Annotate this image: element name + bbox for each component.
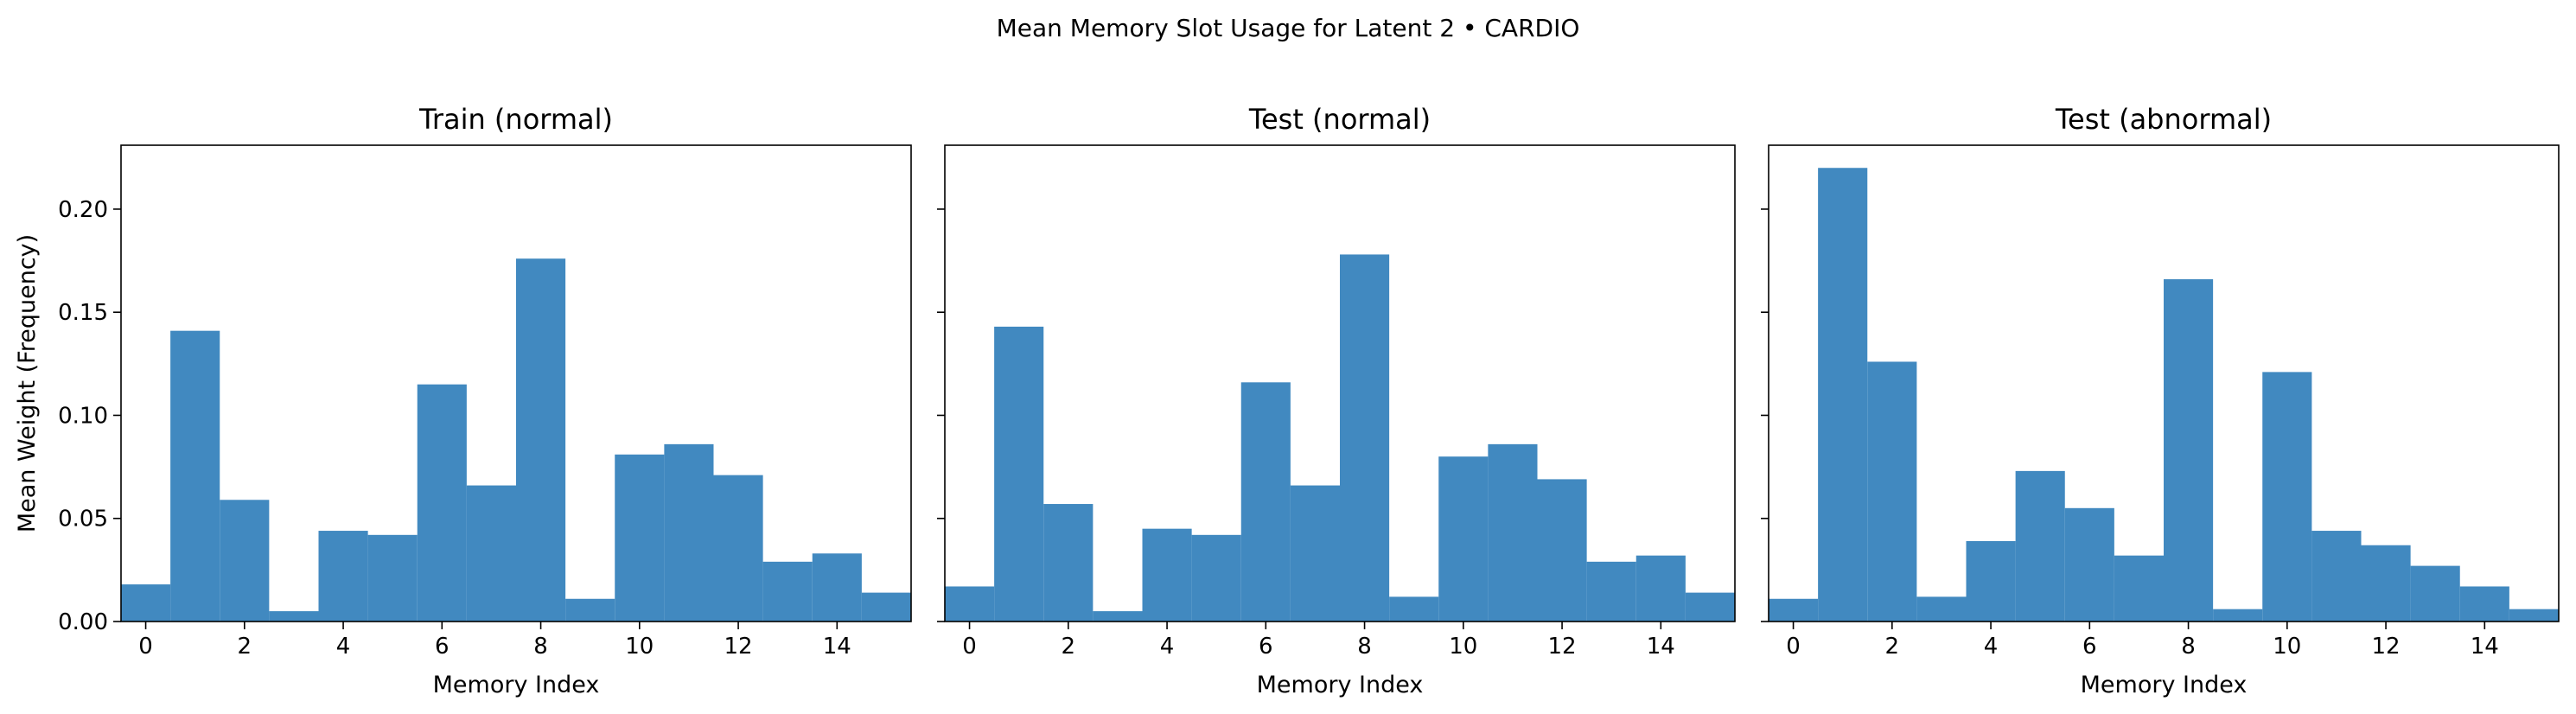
bar-1-15 (1685, 592, 1735, 622)
bar-1-4 (1142, 528, 1192, 622)
x-tick-label: 0 (138, 634, 153, 660)
bar-2-10 (2262, 372, 2312, 622)
bar-1-2 (1043, 504, 1094, 622)
bar-2-12 (2361, 545, 2411, 622)
x-tick-label: 14 (1647, 634, 1675, 660)
bar-1-14 (1636, 555, 1686, 622)
bar-2-9 (2213, 609, 2263, 622)
x-tick-label: 14 (2471, 634, 2499, 660)
bar-1-7 (1290, 485, 1340, 622)
bar-2-15 (2509, 609, 2559, 622)
x-tick-label: 4 (1160, 634, 1175, 660)
axes-frame (1768, 144, 2560, 622)
bar-2-6 (2064, 507, 2114, 622)
bar-2-14 (2459, 586, 2509, 622)
bar-2-5 (2015, 470, 2065, 622)
x-tick-label: 10 (1449, 634, 1477, 660)
x-tick-label: 2 (1885, 634, 1900, 660)
x-tick-label: 4 (336, 634, 351, 660)
bar-1-5 (1191, 534, 1241, 622)
x-tick-label: 6 (435, 634, 450, 660)
bar-0-0 (121, 584, 171, 622)
x-tick-label: 12 (2372, 634, 2401, 660)
bar-1-8 (1340, 254, 1390, 622)
bar-0-6 (417, 384, 467, 622)
x-tick-label: 10 (625, 634, 654, 660)
bar-0-10 (615, 454, 665, 622)
x-axis-label: Memory Index (1257, 672, 1424, 698)
bar-1-11 (1488, 443, 1538, 622)
bar-2-3 (1916, 596, 1967, 622)
y-tick-label: 0.15 (58, 300, 108, 326)
x-axis-label: Memory Index (433, 672, 600, 698)
bar-1-13 (1586, 561, 1636, 622)
bar-0-8 (516, 258, 566, 622)
bar-0-13 (762, 561, 813, 622)
bar-1-3 (1093, 611, 1143, 622)
bar-2-1 (1818, 168, 1868, 622)
x-tick-label: 14 (823, 634, 851, 660)
bar-0-9 (565, 598, 615, 622)
x-tick-label: 6 (2082, 634, 2097, 660)
x-axis-label: Memory Index (2081, 672, 2248, 698)
subplot-0: Train (normal) 0 2 4 6 8 10 12 14 0.00 0.05 0.10 0.1… (14, 103, 912, 698)
bar-2-2 (1867, 361, 1917, 622)
x-tick-label: 12 (724, 634, 753, 660)
x-tick-label: 6 (1259, 634, 1273, 660)
subplot-title: Train (normal) (418, 103, 613, 136)
y-tick-label: 0.00 (58, 609, 108, 635)
bar-1-6 (1240, 382, 1291, 622)
subplot-2: Test (abnormal) 0 2 4 6 8 10 12 14 Memory Index (1761, 103, 2560, 698)
x-tick-label: 8 (1357, 634, 1372, 660)
subplot-panels: Train (normal) 0 2 4 6 8 10 12 14 0.00 0.05 0.10 0.1… (14, 103, 2560, 698)
axes-frame (944, 144, 1736, 622)
axes-frame (120, 144, 912, 622)
y-tick-label: 0.05 (58, 507, 108, 532)
bar-2-4 (1966, 540, 2016, 622)
x-tick-label: 2 (1062, 634, 1076, 660)
x-tick-label: 10 (2273, 634, 2301, 660)
x-tick-label: 8 (2181, 634, 2196, 660)
x-tick-label: 12 (1548, 634, 1577, 660)
bar-0-5 (367, 534, 418, 622)
x-tick-label: 0 (1786, 634, 1801, 660)
bar-0-1 (170, 330, 220, 622)
bar-1-10 (1438, 456, 1489, 622)
y-tick-label: 0.10 (58, 403, 108, 429)
bar-2-0 (1769, 598, 1819, 622)
x-tick-label: 0 (962, 634, 977, 660)
bar-1-0 (945, 586, 995, 622)
subplot-title: Test (abnormal) (2055, 103, 2272, 136)
bar-0-11 (664, 443, 714, 622)
bar-0-7 (466, 485, 516, 622)
y-axis-label: Mean Weight (Frequency) (14, 234, 41, 532)
subplot-title: Test (normal) (1248, 103, 1431, 136)
bar-1-12 (1537, 479, 1587, 622)
bar-0-2 (220, 500, 270, 622)
bar-0-14 (812, 553, 862, 622)
bar-0-12 (713, 475, 763, 622)
x-tick-label: 4 (1984, 634, 1999, 660)
bar-2-8 (2164, 279, 2214, 622)
bar-2-7 (2114, 555, 2164, 622)
bar-2-13 (2410, 565, 2460, 622)
bar-1-1 (994, 326, 1044, 622)
bar-1-9 (1389, 596, 1439, 622)
subplot-1: Test (normal) 0 2 4 6 8 10 12 14 Memory Index (937, 103, 1736, 698)
bar-0-3 (269, 611, 319, 622)
bar-0-4 (318, 531, 368, 622)
bar-0-15 (861, 592, 911, 622)
x-tick-label: 8 (533, 634, 548, 660)
y-tick-label: 0.20 (58, 197, 108, 223)
figure-suptitle: Mean Memory Slot Usage for Latent 2 • CA… (997, 14, 1580, 42)
bar-2-11 (2311, 531, 2362, 622)
x-tick-label: 2 (238, 634, 252, 660)
